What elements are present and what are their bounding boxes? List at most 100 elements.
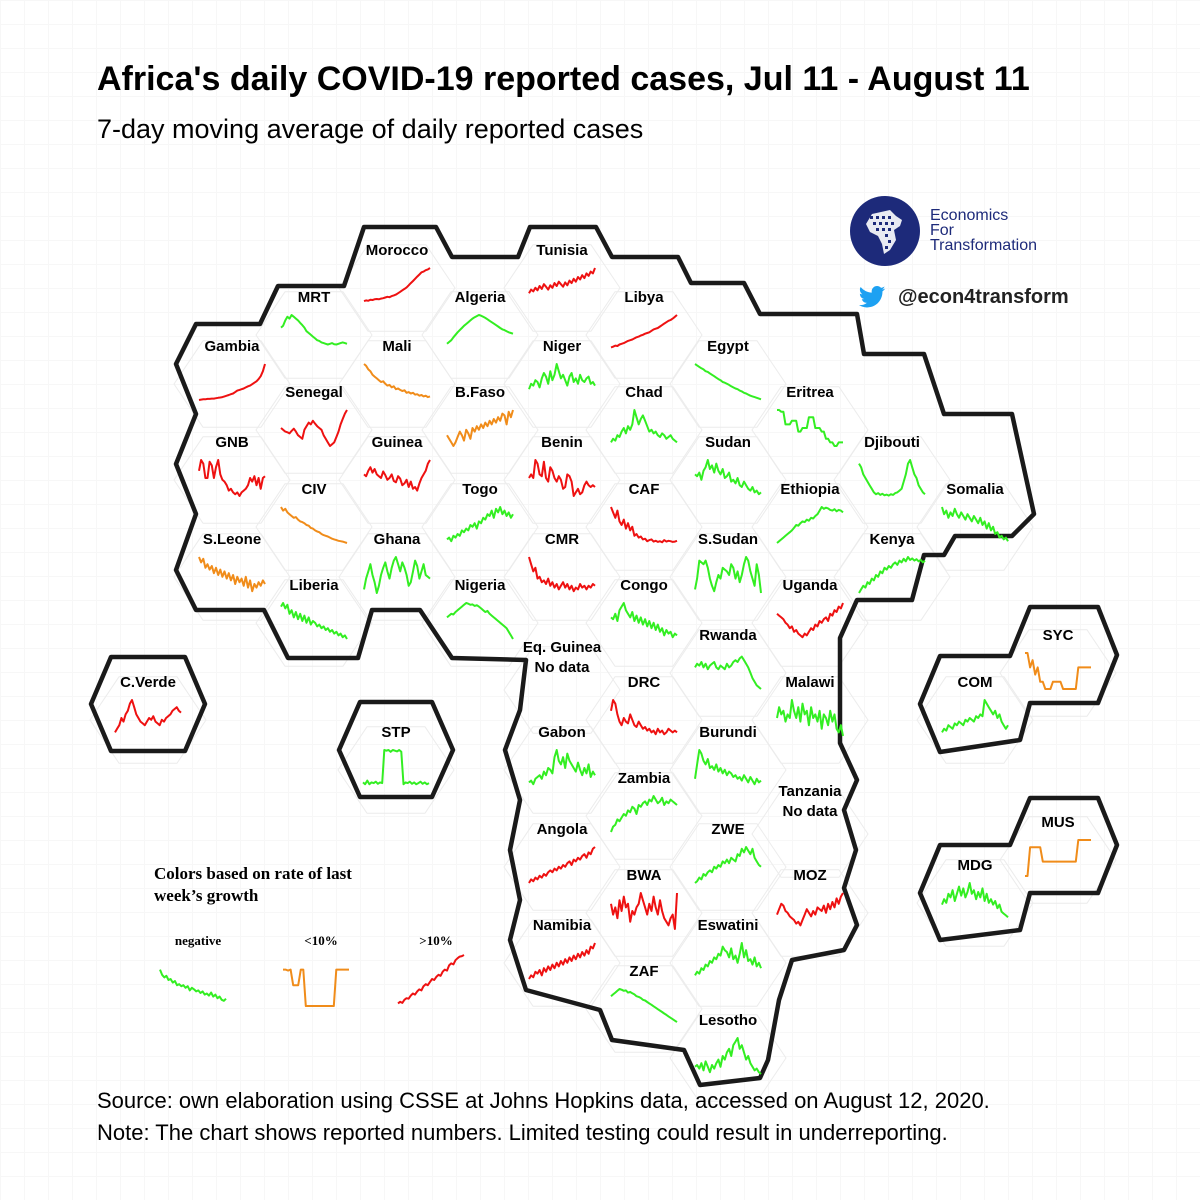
hex-tile — [421, 579, 539, 667]
sparkline-chad — [610, 409, 678, 444]
legend-label-gt10: >10% — [419, 933, 452, 948]
logo-line-1: Economics — [930, 207, 1009, 224]
sparkline-mus — [1025, 839, 1091, 877]
country-label-senegal: Senegal — [285, 384, 343, 401]
hex-tile — [916, 859, 1034, 947]
hex-tile — [669, 629, 787, 717]
country-label-mrt: MRT — [298, 289, 331, 306]
sparkline-libya — [610, 314, 678, 349]
country-label-gambia: Gambia — [204, 338, 260, 355]
cverde-outline — [88, 654, 208, 754]
country-label-c-verde: C.Verde — [120, 674, 176, 691]
sparkline-angola — [528, 846, 596, 884]
hex-tile — [669, 1014, 787, 1102]
legend-sparkline-gt10 — [397, 954, 465, 1005]
sparkline-drc — [610, 699, 678, 736]
country-label-namibia: Namibia — [533, 917, 592, 934]
sparkline-malawi — [776, 699, 844, 737]
logo-line-3: Transformation — [930, 237, 1037, 254]
chart-title: Africa's daily COVID-19 reported cases, … — [97, 60, 1030, 98]
sparkline-niger — [528, 363, 596, 390]
sparkline-mrt — [280, 314, 348, 346]
sparkline-kenya — [858, 556, 926, 594]
mdg-mus-outline — [917, 795, 1120, 943]
sparkline-gnb — [198, 459, 266, 497]
sparkline-bwa — [610, 892, 678, 930]
country-label-eswatini: Eswatini — [698, 917, 759, 934]
country-label-zaf: ZAF — [629, 963, 658, 980]
country-label-liberia: Liberia — [289, 577, 339, 594]
country-label-togo: Togo — [462, 481, 498, 498]
country-label-niger: Niger — [543, 338, 582, 355]
hex-tile — [833, 533, 951, 621]
source-note: Source: own elaboration using CSSE at Jo… — [97, 1088, 990, 1113]
legend: Colors based on rate of last week’s grow… — [154, 864, 465, 1007]
twitter-handle-text: @econ4transform — [898, 286, 1069, 308]
hex-tile — [999, 816, 1117, 904]
country-label-benin: Benin — [541, 434, 583, 451]
region-outlines — [88, 224, 1120, 1088]
sparkline-guinea — [363, 459, 431, 492]
no-data-label-tanzania-no-data: No data — [782, 803, 838, 820]
logo-text: Economics For Transformation — [930, 207, 1037, 254]
hex-tile — [585, 579, 703, 667]
mainland-africa-outline — [173, 224, 1037, 1088]
country-label-sudan: Sudan — [705, 434, 751, 451]
hex-tile — [916, 483, 1034, 571]
country-label-somalia: Somalia — [946, 481, 1004, 498]
sparkline-sudan — [694, 459, 762, 496]
hex-tile — [585, 386, 703, 474]
hex-tile — [669, 533, 787, 621]
country-label-stp: STP — [381, 724, 410, 741]
sparkline-zaf — [610, 988, 678, 1023]
hex-tile — [751, 790, 869, 878]
sparkline-stp — [362, 749, 430, 786]
country-label-s-leone: S.Leone — [203, 531, 261, 548]
sparkline-burundi — [694, 749, 762, 786]
hex-tile — [173, 533, 291, 621]
country-label-eritrea: Eritrea — [786, 384, 834, 401]
hex-tile — [669, 436, 787, 524]
hex-tile — [669, 340, 787, 428]
chart-subtitle: 7-day moving average of daily reported c… — [97, 114, 644, 144]
sparkline-gabon — [528, 749, 596, 786]
legend-sparkline-lt10 — [283, 968, 349, 1007]
hex-tile — [421, 291, 539, 379]
country-label-drc: DRC — [628, 674, 661, 691]
country-label-cmr: CMR — [545, 531, 579, 548]
sparkline-lesotho — [694, 1037, 762, 1075]
sparkline-djibouti — [858, 459, 926, 497]
hex-tile — [916, 676, 1034, 764]
sparkline-ethiopia — [776, 506, 844, 544]
africa-logo-icon — [850, 196, 920, 266]
country-label-uganda: Uganda — [782, 577, 838, 594]
country-label-malawi: Malawi — [785, 674, 834, 691]
hex-tile — [669, 726, 787, 814]
country-label-kenya: Kenya — [869, 531, 915, 548]
sparkline-algeria — [446, 314, 514, 345]
hex-tile — [833, 436, 951, 524]
sparkline-s-leone — [198, 556, 266, 593]
hex-tile — [173, 340, 291, 428]
stp-outline — [336, 699, 456, 800]
country-label-mdg: MDG — [958, 857, 993, 874]
hex-tile — [669, 919, 787, 1007]
legend-sparkline-negative — [159, 969, 227, 1002]
sparkline-tunisia — [528, 267, 596, 294]
country-label-ghana: Ghana — [374, 531, 421, 548]
country-label-guinea: Guinea — [372, 434, 424, 451]
country-label-s-sudan: S.Sudan — [698, 531, 758, 548]
sparkline-eswatini — [694, 942, 762, 976]
sparkline-b-faso — [446, 409, 514, 447]
country-label-gnb: GNB — [215, 434, 249, 451]
country-labels: Morocco Tunisia MRT Algeria Libya Gambia Mali N… — [120, 242, 1075, 1029]
country-label-com: COM — [958, 674, 993, 691]
hex-tile — [585, 772, 703, 860]
country-label-bwa: BWA — [627, 867, 662, 884]
sparkline-c-verde — [114, 699, 182, 733]
country-label-libya: Libya — [624, 289, 664, 306]
hex-tile — [89, 676, 207, 764]
no-data-label-eq-guinea-no-data: No data — [534, 659, 590, 676]
economics-for-transformation-logo: Economics For Transformation — [850, 196, 1100, 276]
